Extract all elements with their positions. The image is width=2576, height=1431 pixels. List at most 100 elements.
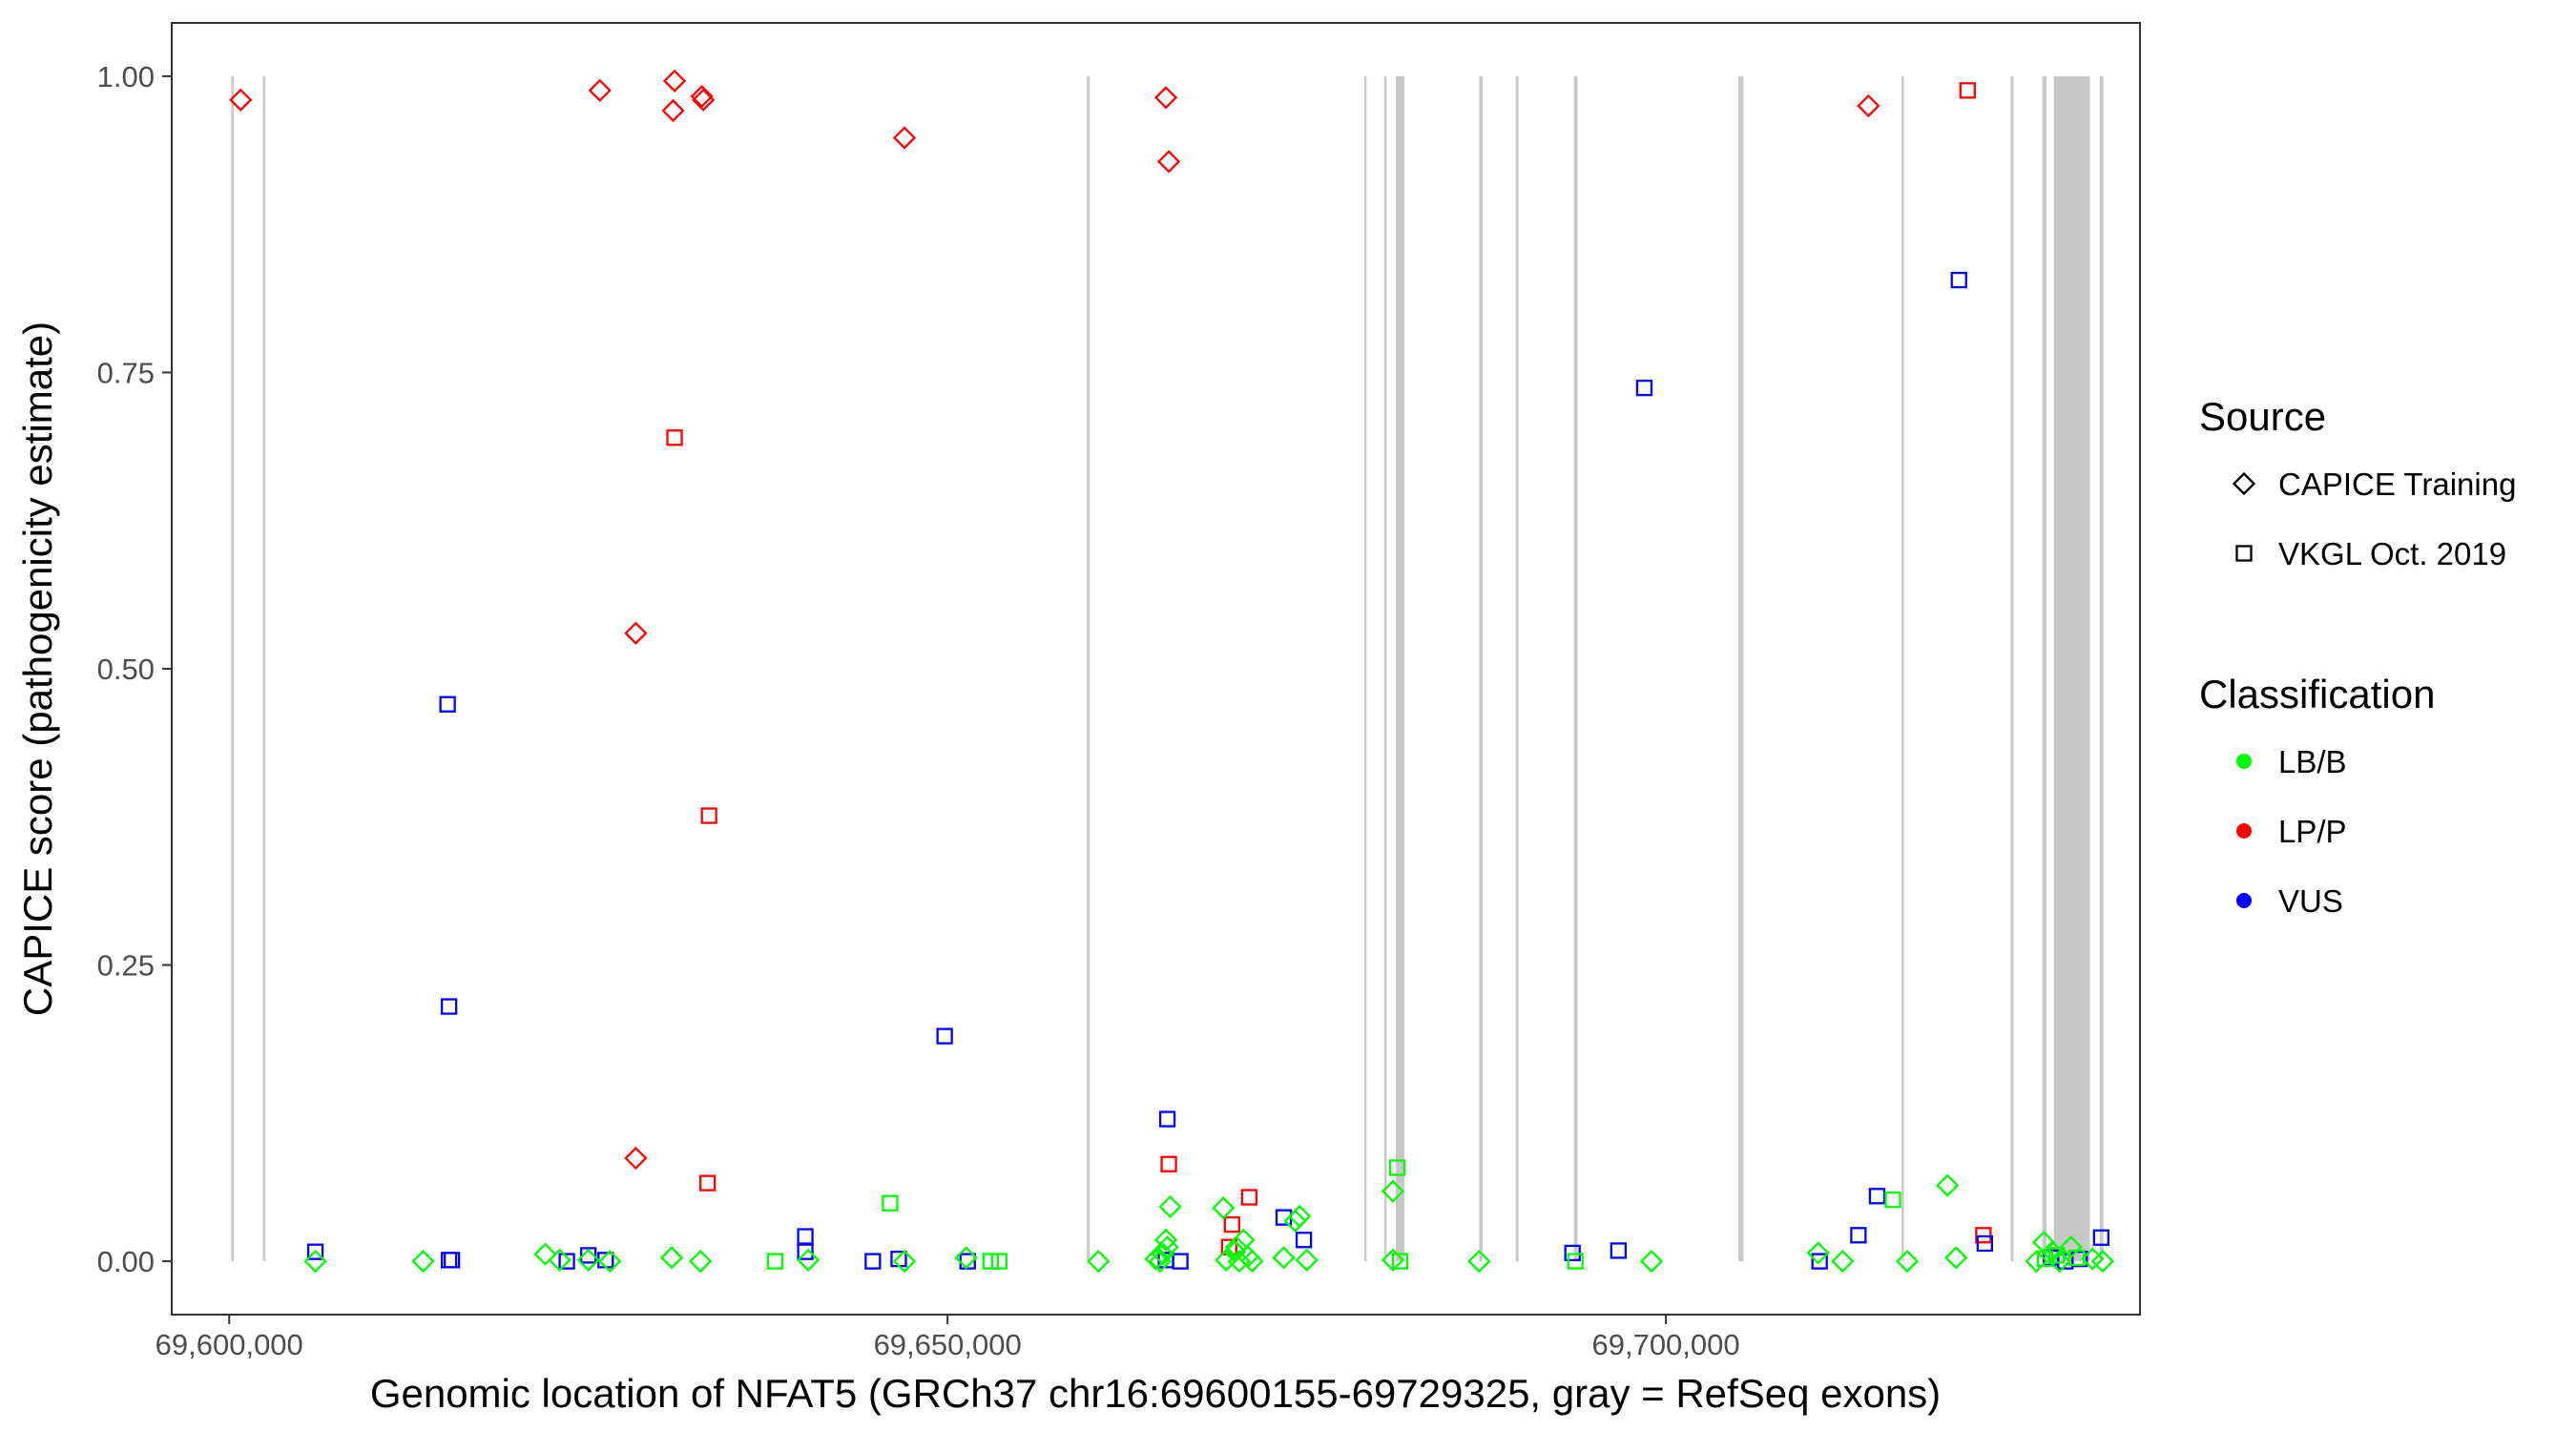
- point-lbb-diamond: [1287, 1204, 1312, 1229]
- point-vus-square: [1172, 1253, 1189, 1270]
- point-lpp-diamond: [624, 621, 648, 645]
- point-lbb-diamond: [1087, 1249, 1111, 1274]
- exon-band: [1363, 75, 1367, 1262]
- y-axis: 0.00 0.25 0.50 0.75 1.00: [97, 60, 172, 1278]
- exon-band: [2099, 75, 2104, 1262]
- x-axis-title: Genomic location of NFAT5 (GRCh37 chr16:…: [370, 1371, 1941, 1416]
- point-lbb-square: [1391, 1253, 1409, 1270]
- point-lbb-diamond: [1806, 1241, 1830, 1265]
- exon-band: [231, 75, 234, 1262]
- point-lpp-diamond: [690, 84, 714, 109]
- point-vus-square: [558, 1253, 575, 1270]
- legend-key-dot-icon: [2236, 823, 2252, 839]
- point-lbb-diamond: [1224, 1235, 1248, 1259]
- point-vus-square: [864, 1253, 882, 1270]
- point-lbb-square: [982, 1253, 999, 1270]
- point-vus-square: [1976, 1234, 1994, 1253]
- point-lbb-diamond: [689, 1249, 713, 1274]
- data-points: [229, 69, 2114, 1274]
- x-tick-label: 69,700,000: [1591, 1328, 1739, 1361]
- point-lbb-square: [766, 1253, 784, 1270]
- point-vus-square: [1950, 271, 1967, 289]
- point-vus-square: [797, 1243, 814, 1260]
- point-lbb-square: [2048, 1247, 2066, 1264]
- point-lbb-diamond: [892, 1249, 917, 1274]
- point-lbb-diamond: [576, 1248, 600, 1272]
- y-tick-label: 0.75: [97, 356, 155, 389]
- point-lpp-diamond: [662, 69, 687, 93]
- y-tick-label: 0.00: [97, 1245, 155, 1278]
- point-lbb-diamond: [1831, 1249, 1855, 1274]
- point-lbb-diamond: [2090, 1249, 2114, 1274]
- exon-band: [262, 75, 266, 1262]
- point-lpp-square: [1959, 82, 1976, 99]
- exon-band: [1087, 75, 1091, 1262]
- legend-key-square-icon: [2235, 545, 2253, 562]
- legend-key-dot-icon: [2236, 754, 2252, 769]
- point-lbb-diamond: [1381, 1248, 1405, 1272]
- point-lbb-diamond: [533, 1242, 557, 1266]
- legend-source-title: Source: [2199, 394, 2326, 439]
- legend-classification-title: Classification: [2199, 672, 2435, 716]
- point-lbb-diamond: [1936, 1173, 1960, 1197]
- exon-band: [1395, 75, 1405, 1262]
- point-lpp-diamond: [892, 126, 917, 150]
- point-vus-square: [439, 695, 456, 713]
- point-lbb-diamond: [1381, 1179, 1405, 1203]
- exon-band: [1383, 75, 1387, 1262]
- y-tick-label: 0.25: [97, 949, 155, 983]
- point-lbb-diamond: [1467, 1249, 1491, 1274]
- x-axis: 69,600,000 69,650,000 69,700,000: [156, 1315, 1740, 1361]
- point-vus-square: [1158, 1110, 1176, 1128]
- point-vus-square: [2092, 1229, 2109, 1246]
- point-lpp-diamond: [692, 88, 716, 112]
- legend-classification-label: VUS: [2278, 883, 2343, 919]
- exon-band: [1738, 75, 1744, 1262]
- point-lbb-diamond: [1158, 1194, 1182, 1219]
- exon-band: [2042, 75, 2047, 1262]
- exon-band: [1573, 75, 1578, 1262]
- point-lbb-diamond: [1212, 1196, 1236, 1220]
- point-vus-square: [580, 1247, 597, 1264]
- point-lpp-diamond: [229, 88, 253, 112]
- point-lbb-diamond: [1151, 1242, 1175, 1266]
- point-lbb-diamond: [2059, 1235, 2083, 1259]
- point-lbb-diamond: [2025, 1249, 2048, 1274]
- point-lbb-diamond: [796, 1248, 821, 1272]
- point-lpp-diamond: [1156, 150, 1181, 174]
- legend-source-label: VKGL Oct. 2019: [2278, 536, 2506, 571]
- point-vus-square: [306, 1243, 324, 1260]
- point-lpp-square: [1975, 1227, 1992, 1244]
- point-vus-square: [1868, 1188, 1886, 1205]
- point-lbb-diamond: [1639, 1249, 1664, 1274]
- point-lbb-diamond: [1215, 1248, 1238, 1272]
- point-lbb-diamond: [548, 1248, 571, 1272]
- point-lbb-square: [2068, 1249, 2086, 1267]
- legend-key-dot-icon: [2236, 893, 2252, 908]
- exon-band: [2053, 75, 2090, 1262]
- point-lbb-diamond: [954, 1246, 978, 1270]
- point-lpp-diamond: [1857, 93, 1880, 118]
- point-lbb-diamond: [598, 1249, 622, 1274]
- point-vus-square: [1610, 1242, 1628, 1259]
- point-vus-square: [2071, 1250, 2088, 1268]
- point-lpp-square: [1160, 1155, 1177, 1172]
- point-lbb-diamond: [1272, 1246, 1296, 1270]
- legend-key-diamond-icon: [2232, 471, 2256, 496]
- point-lbb-square: [882, 1194, 899, 1212]
- point-vus-square: [936, 1027, 953, 1045]
- point-lbb-square: [990, 1253, 1008, 1270]
- legend-classification-items: LB/B LP/P VUS: [2236, 744, 2347, 919]
- point-lbb-square: [1884, 1191, 1901, 1209]
- point-lbb-diamond: [1144, 1247, 1168, 1271]
- point-lbb-square: [1567, 1253, 1584, 1270]
- point-vus-square: [1564, 1244, 1581, 1262]
- point-lpp-square: [1223, 1215, 1240, 1234]
- point-lpp-square: [666, 429, 683, 446]
- point-vus-square: [443, 1252, 461, 1269]
- point-lbb-diamond: [1153, 1228, 1178, 1252]
- y-tick-label: 0.50: [97, 653, 155, 686]
- point-lbb-diamond: [1240, 1249, 1264, 1274]
- x-tick-label: 69,650,000: [874, 1328, 1022, 1361]
- exon-band: [1901, 75, 1904, 1262]
